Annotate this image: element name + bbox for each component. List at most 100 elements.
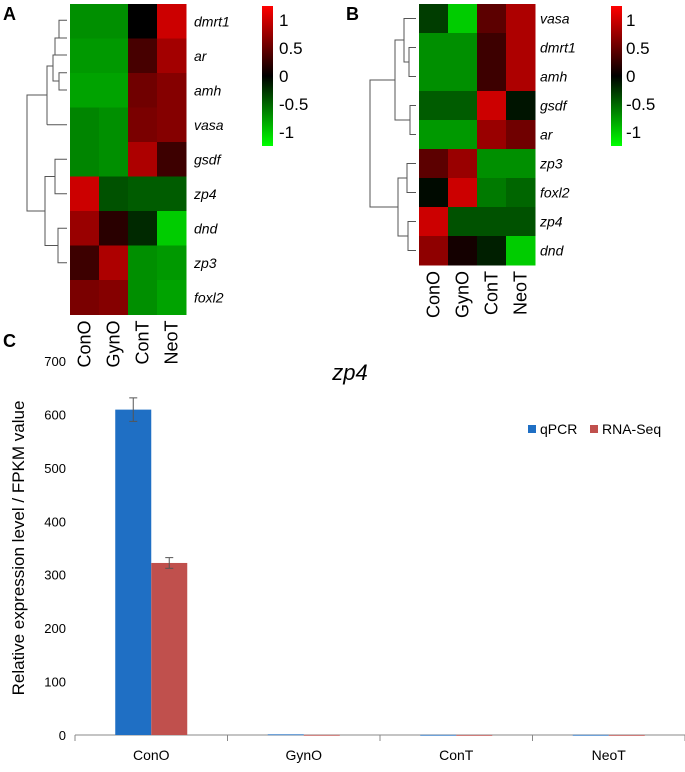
heatmap-a-row-label: vasa — [194, 117, 224, 133]
heatmap-a-scale-tick: -1 — [279, 123, 294, 142]
heatmap-a-cell-dnd-NeoT — [157, 211, 187, 246]
heatmap-a-cell-vasa-NeoT — [157, 107, 187, 143]
panel-b-label: B — [346, 4, 359, 24]
heatmap-a-dendrogram-branch — [54, 158, 67, 195]
y-tick-label: 400 — [44, 514, 66, 529]
heatmap-b-cell-vasa-ConT — [477, 4, 507, 34]
heatmap-b-row-label: foxl2 — [540, 185, 570, 201]
error-bar — [165, 557, 174, 569]
heatmap-b-scale-tick: 0 — [626, 67, 635, 86]
heatmap-b-scale-tick: -1 — [626, 123, 641, 142]
heatmap-a-cell-zp4-GynO — [99, 176, 129, 212]
bar-qpcr-NeoT — [572, 734, 609, 736]
heatmap-a-scale-tick: 0 — [279, 67, 288, 86]
heatmap-b-cell-zp4-ConO — [419, 207, 449, 237]
heatmap-b-cell-foxl2-ConT — [477, 178, 507, 208]
bar-qpcr-ConO — [115, 409, 152, 735]
error-bar — [129, 397, 138, 422]
bar-rna-seq-ConO — [151, 562, 188, 735]
heatmap-a-cell-dnd-ConT — [128, 211, 158, 246]
heatmap-b-cell-zp3-NeoT — [506, 149, 536, 179]
heatmap-a-cell-zp4-NeoT — [157, 176, 187, 212]
heatmap-b-row-label: gsdf — [540, 98, 569, 114]
heatmap-b-cell-dnd-NeoT — [506, 236, 536, 266]
y-tick-label: 100 — [44, 675, 66, 690]
heatmap-panel-a: A dmrt1 ar amh vasa gsdf zp4 dnd zp3 foxl2 ConO Gy… — [3, 4, 308, 368]
panel-c-label: C — [3, 331, 16, 351]
heatmap-a-row-label: ar — [194, 48, 208, 64]
heatmap-b-cell-ar-NeoT — [506, 120, 536, 150]
y-tick-label: 200 — [44, 621, 66, 636]
legend-swatch — [590, 425, 598, 433]
chart-title: zp4 — [331, 360, 367, 385]
heatmap-b-cell-vasa-GynO — [448, 4, 478, 34]
y-tick-label: 600 — [44, 407, 66, 422]
bar-qpcr-ConT — [420, 734, 457, 736]
heatmap-b-cell-foxl2-ConO — [419, 178, 449, 208]
heatmap-a-cell-foxl2-ConO — [70, 280, 100, 315]
bar-rna-seq-GynO — [303, 734, 340, 736]
heatmap-b-cell-zp4-ConT — [477, 207, 507, 237]
heatmap-a-cell-zp3-GynO — [99, 245, 129, 281]
heatmap-b-cell-amh-ConT — [477, 62, 507, 92]
heatmap-b-scale-tick: -0.5 — [626, 95, 655, 114]
heatmap-a-column-label: ConT — [133, 320, 153, 364]
heatmap-b-cell-dnd-ConT — [477, 236, 507, 266]
heatmap-b-dendrogram-branch — [407, 221, 416, 251]
bar-chart-panel-c: C zp4 Relative expression level / FPKM va… — [3, 331, 685, 763]
x-tick-label: NeoT — [592, 747, 627, 763]
heatmap-b-cell-dnd-GynO — [448, 236, 478, 266]
heatmap-b-cell-amh-ConO — [419, 62, 449, 92]
heatmap-a-cell-ar-ConT — [128, 38, 158, 74]
heatmap-a-dendrogram-branch — [44, 176, 58, 246]
heatmap-a-scale-tick: 0.5 — [279, 39, 303, 58]
heatmap-a-cell-zp3-NeoT — [157, 245, 187, 281]
heatmap-b-cell-gsdf-ConO — [419, 91, 449, 121]
heatmap-b-cell-gsdf-NeoT — [506, 91, 536, 121]
heatmap-b-column-label: ConO — [424, 271, 444, 318]
heatmap-a-row-label: dnd — [194, 220, 219, 236]
heatmap-b-dendrogram-branch — [394, 39, 410, 121]
heatmap-a-cell-vasa-ConT — [128, 107, 158, 143]
heatmap-a-cell-vasa-ConO — [70, 107, 100, 143]
heatmap-a-cell-amh-ConT — [128, 73, 158, 108]
heatmap-b-cell-vasa-NeoT — [506, 4, 536, 34]
x-tick-label: ConO — [133, 747, 170, 763]
heatmap-b-row-label: dnd — [540, 243, 565, 259]
heatmap-b-cell-dmrt1-NeoT — [506, 33, 536, 63]
heatmap-b-cell-zp4-GynO — [448, 207, 478, 237]
heatmap-b-cell-foxl2-NeoT — [506, 178, 536, 208]
heatmap-a-dendrogram-branch — [46, 65, 53, 125]
heatmap-b-dendrogram-branch — [406, 163, 416, 193]
heatmap-a-dendrogram-branch — [58, 19, 67, 39]
heatmap-a-cell-dnd-ConO — [70, 211, 100, 246]
heatmap-b-scale-tick: 0.5 — [626, 39, 650, 58]
heatmap-a-cell-dmrt1-ConO — [70, 4, 100, 39]
heatmap-b-column-label: NeoT — [511, 271, 531, 315]
y-tick-label: 500 — [44, 461, 66, 476]
heatmap-a-cell-vasa-GynO — [99, 107, 129, 143]
legend-label: RNA-Seq — [602, 421, 661, 437]
heatmap-b-column-label: ConT — [482, 271, 502, 315]
heatmap-a-column-label: GynO — [104, 321, 124, 368]
heatmap-a-cell-foxl2-GynO — [99, 280, 129, 315]
heatmap-a-dendrogram-branch — [54, 37, 67, 56]
heatmap-b-column-label: GynO — [453, 271, 473, 318]
y-tick-label: 700 — [44, 354, 66, 369]
heatmap-b-cell-dmrt1-ConO — [419, 33, 449, 63]
heatmap-b-cell-ar-ConT — [477, 120, 507, 150]
y-axis-label: Relative expression level / FPKM value — [9, 401, 28, 696]
heatmap-a-scale-tick: -0.5 — [279, 95, 308, 114]
heatmap-b-cell-gsdf-ConT — [477, 91, 507, 121]
heatmap-a-row-label: foxl2 — [194, 289, 224, 305]
heatmap-a-cell-zp4-ConT — [128, 176, 158, 212]
heatmap-b-cell-amh-NeoT — [506, 62, 536, 92]
heatmap-b-row-label: vasa — [540, 11, 570, 27]
heatmap-b-cell-foxl2-GynO — [448, 178, 478, 208]
heatmap-a-cell-dmrt1-GynO — [99, 4, 129, 39]
heatmap-b-cell-zp3-ConO — [419, 149, 449, 179]
heatmap-a-cell-dmrt1-NeoT — [157, 4, 187, 39]
heatmap-a-cell-gsdf-ConT — [128, 142, 158, 177]
heatmap-b-cell-amh-GynO — [448, 62, 478, 92]
